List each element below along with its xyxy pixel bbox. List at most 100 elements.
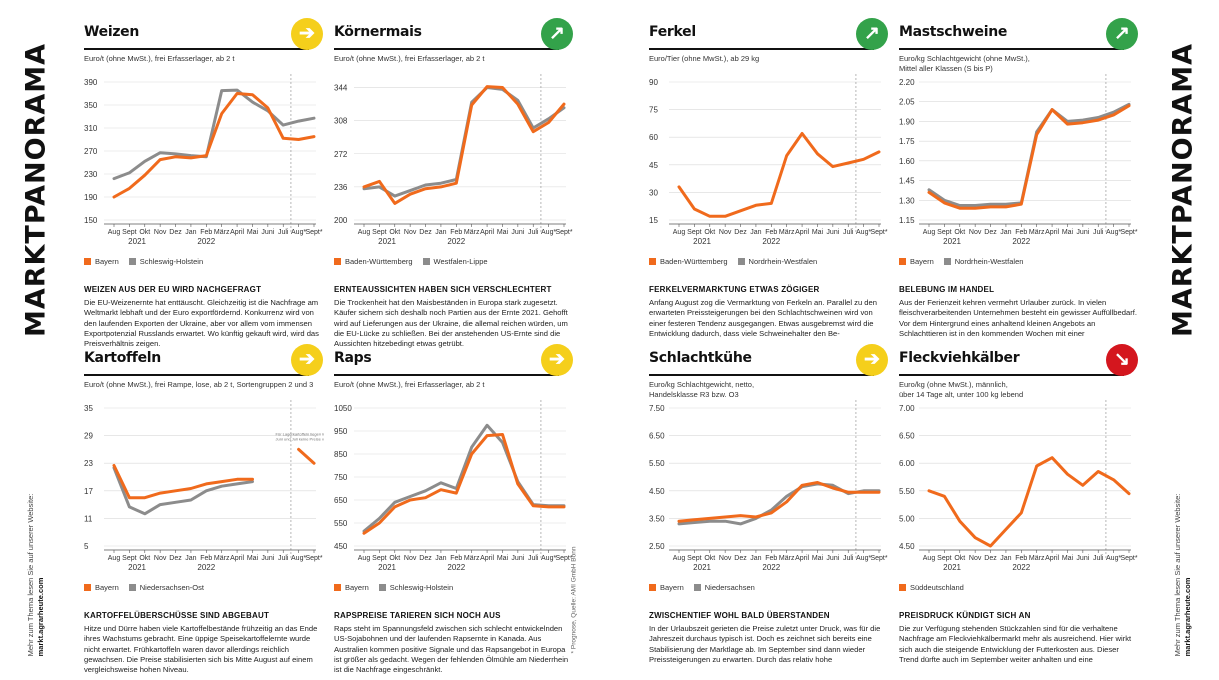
x-tick-label: Nov [969,555,982,562]
y-tick-label: 90 [649,78,658,87]
series-line-0 [362,85,566,205]
legend-swatch [128,584,136,591]
data-point [958,520,961,523]
data-point [989,545,992,547]
trend-arrow-right-icon: ➔ [291,344,323,376]
data-point [378,517,381,520]
x-tick-label: Jan [185,555,196,562]
article-headline: KARTOFFELÜBERSCHÜSSE SIND ABGEBAUT [84,611,270,620]
chart-legend: Süddeutschland [899,583,1139,595]
series-line-0 [677,132,881,218]
x-tick-label: Feb [1015,229,1027,236]
data-point [516,483,519,485]
side-title-right: MARKTPANORAMA [1167,42,1199,338]
y-tick-label: 75 [649,106,658,115]
data-point [928,489,930,492]
data-point [251,480,254,483]
data-point [393,506,396,508]
x-tick-label: Nov [154,229,167,236]
panel-title: Ferkel [649,24,696,40]
x-tick-label: Aug* [291,555,306,562]
title-rule [899,48,1124,50]
data-point [547,117,550,120]
trend-arrow-right-icon: ➔ [291,18,323,50]
chart-svg: 5 11 17 23 29 35 Aug Sept Okt Nov Dez Jan Feb März Apr… [84,400,324,572]
data-point [816,152,819,155]
x-tick-label: Feb [450,555,462,562]
x-tick-label: Juni [826,229,839,236]
y-tick-label: 5 [84,542,89,551]
data-point [563,106,565,109]
data-point [1066,123,1069,125]
data-point [282,124,285,127]
x-tick-label: Feb [450,229,462,236]
x-tick-label: Dez [169,229,182,236]
data-point [770,202,773,205]
y-tick-label: 29 [84,432,93,441]
data-point [220,480,223,483]
panel-title: Weizen [84,24,140,40]
data-point [190,157,192,159]
data-point [470,453,473,455]
year-label: 2021 [943,563,961,572]
x-tick-label: Juli [843,229,854,236]
data-point [1081,119,1084,122]
series-line-0 [927,104,1131,210]
data-point [251,478,254,481]
legend-swatch [899,258,906,265]
data-point [313,135,315,138]
data-point [1005,203,1007,206]
year-label: 2021 [693,563,711,572]
x-tick-label: Jan [185,229,196,236]
chart-svg: 4.50 5.00 5.50 6.00 6.50 7.00 Aug Sept Okt Nov Dez… [899,400,1138,572]
data-point [989,205,992,208]
data-point [470,104,473,106]
legend-item: Nordrhein-Westfalen [737,257,817,266]
website-link[interactable]: markt.agrarheute.com [36,577,45,657]
x-tick-label: Juli [278,555,289,562]
data-point [440,481,442,484]
data-point [440,185,442,188]
chart-legend: Baden-Württemberg Nordrhein-Westfalen [649,257,889,269]
data-point [424,184,427,186]
y-tick-label: 30 [649,188,658,197]
data-point [974,207,977,210]
line-chart: 5 11 17 23 29 35 Aug Sept Okt Nov Dez Jan Feb März Apr… [84,394,324,576]
chart-svg: 150 190 230 270 310 350 390 Aug Sept Okt Nov Dez Jan… [84,74,323,246]
unit-line: Euro/t (ohne MwSt.), frei Erfasserlager,… [84,54,235,63]
unit-line: Mittel aller Klassen (S bis P) [899,64,993,73]
x-tick-label: Juni [1076,229,1089,236]
unit-label: Euro/t (ohne MwSt.), frei Erfasserlager,… [334,54,569,64]
unit-label: Euro/kg Schlachtgewicht, netto, Handelskl… [649,380,884,400]
panel-title: Schlachtkühe [649,350,752,366]
article-text: Hitze und Dürre haben viele Kartoffelbes… [84,624,318,675]
legend-item: Nordrhein-Westfalen [943,257,1023,266]
y-tick-label: 4.50 [899,542,915,551]
x-tick-label: Okt [139,229,150,236]
data-point [128,187,131,190]
y-tick-label: 1050 [334,404,352,413]
data-point [708,517,711,520]
y-tick-label: 750 [334,473,348,482]
data-point [159,492,162,494]
legend-item: Bayern [334,583,369,592]
year-label: 2022 [762,237,780,246]
article-headline: FERKELVERMARKTUNG ETWAS ZÖGIGER [649,285,820,294]
series-line-1 [112,88,316,181]
title-rule [899,374,1124,376]
data-point [563,103,565,105]
x-tick-label: Juni [1076,555,1089,562]
website-link[interactable]: markt.agrarheute.com [1183,577,1192,657]
data-point [266,106,269,109]
data-point [143,512,146,515]
y-tick-label: 1.30 [899,196,915,205]
chart-svg: 450 550 650 750 850 950 1050 Aug Sept Okt Nov Dez Ja… [334,400,573,572]
unit-line: Euro/kg (ohne MwSt.), männlich, [899,380,1008,389]
x-tick-label: Feb [765,555,777,562]
data-point [974,536,977,539]
trend-arrow-up-right-icon: ↗ [856,18,888,50]
market-panel-4: Kartoffeln ➔ Euro/t (ohne MwSt.), frei Ram… [84,344,324,674]
y-tick-label: 60 [649,133,658,142]
unit-line: Euro/t (ohne MwSt.), frei Rampe, lose, a… [84,380,314,389]
data-point [128,171,131,174]
